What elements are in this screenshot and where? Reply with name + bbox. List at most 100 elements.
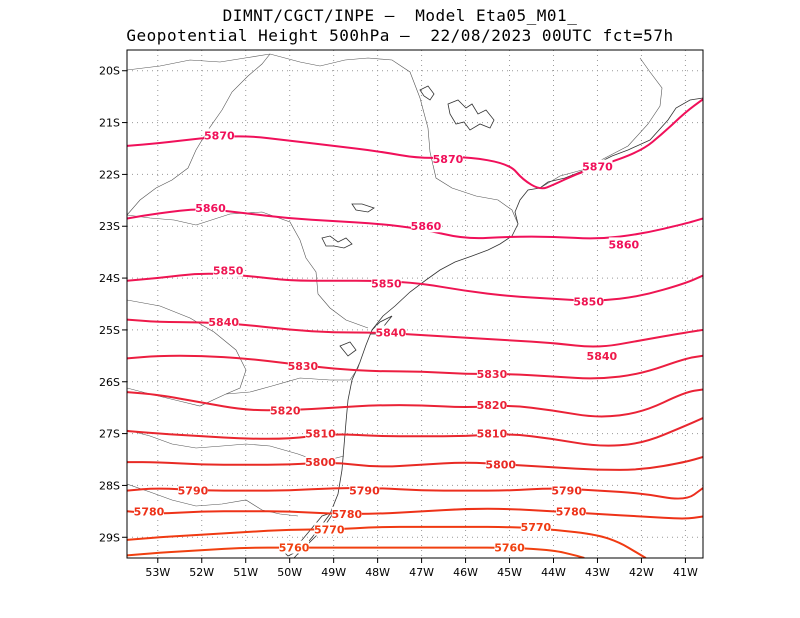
contour-5870 [127, 98, 703, 190]
contour-label-bg [375, 325, 406, 339]
contour-label-5830: 5830 [477, 368, 508, 381]
contour-label-bg [432, 151, 463, 165]
contour-label-5810: 5810 [477, 428, 508, 441]
contour-label-bg [177, 483, 208, 497]
x-tick-label: 41W [673, 566, 698, 579]
contour-label-bg [476, 366, 507, 380]
paranagua-bay [370, 315, 393, 335]
contour-label-bg [582, 159, 613, 173]
x-tick-label: 51W [233, 566, 258, 579]
contour-label-bg [305, 426, 336, 440]
x-tick-label: 45W [497, 566, 522, 579]
state-border-mg-sp [127, 53, 519, 225]
x-tick-label: 42W [629, 566, 654, 579]
x-tick-label: 43W [585, 566, 610, 579]
contour-label-bg [551, 483, 582, 497]
contour-label-5790: 5790 [349, 485, 380, 498]
contour-label-5790: 5790 [178, 485, 209, 498]
x-tick-label: 52W [189, 566, 214, 579]
contour-label-5760: 5760 [279, 542, 310, 555]
coastline-and-borders [127, 53, 703, 558]
contour-label-bg [213, 263, 244, 277]
reservoir-tiete [351, 203, 375, 213]
contour-label-bg [133, 504, 164, 518]
contour-label-bg [410, 219, 441, 233]
contour-label-bg [204, 128, 235, 142]
contour-label-5840: 5840 [208, 316, 239, 329]
y-tick-label: 26S [99, 376, 120, 389]
contour-5820 [127, 388, 703, 418]
x-tick-label: 53W [145, 566, 170, 579]
contour-label-bg [314, 522, 345, 536]
contour-label-bg [305, 455, 336, 469]
coastline [293, 97, 703, 558]
contour-label-bg [556, 504, 587, 518]
contour-label-5850: 5850 [573, 295, 604, 308]
contour-label-bg [573, 294, 604, 308]
contour-label-bg [279, 540, 310, 554]
x-tick-label: 48W [365, 566, 390, 579]
contour-label-5780: 5780 [134, 505, 165, 518]
contour-label-bg [476, 426, 507, 440]
contour-label-bg [270, 403, 301, 417]
country-border-argentina [127, 387, 227, 407]
contour-5760 [127, 546, 585, 558]
contour-label-5870: 5870 [582, 161, 613, 174]
contour-label-bg [520, 519, 551, 533]
y-tick-label: 28S [99, 479, 120, 492]
contour-label-5860: 5860 [609, 238, 640, 251]
state-border-sp-ms [127, 53, 271, 216]
contour-label-5800: 5800 [485, 459, 516, 472]
contour-label-bg [608, 237, 639, 251]
contour-label-5800: 5800 [305, 456, 336, 469]
contour-label-bg [485, 457, 516, 471]
y-tick-label: 25S [99, 324, 120, 337]
contour-label-5870: 5870 [433, 153, 464, 166]
contour-label-bg [287, 359, 318, 373]
contour-label-5850: 5850 [371, 277, 402, 290]
contour-label-bg [195, 201, 226, 215]
reservoir-furnas [447, 99, 495, 131]
contour-label-5780: 5780 [332, 508, 363, 521]
state-border-mg-rj [539, 57, 663, 189]
reservoir-iguacu [339, 341, 357, 357]
country-border-paraguay [127, 299, 247, 395]
contour-label-bg [208, 315, 239, 329]
contour-label-bg [331, 506, 362, 520]
y-tick-label: 20S [99, 65, 120, 78]
contour-label-5810: 5810 [305, 428, 336, 441]
contour-label-5870: 5870 [204, 130, 235, 143]
y-tick-label: 29S [99, 531, 120, 544]
x-tick-label: 47W [409, 566, 434, 579]
contour-label-5790: 5790 [551, 485, 582, 498]
contour-label-5840: 5840 [376, 327, 407, 340]
contour-label-bg [586, 348, 617, 362]
contour-5790 [127, 486, 703, 500]
country-border-uruguay [127, 483, 299, 517]
contour-5770 [127, 525, 647, 558]
contour-label-5820: 5820 [477, 399, 508, 412]
contour-label-5780: 5780 [556, 505, 587, 518]
contour-label-5770: 5770 [314, 523, 345, 536]
contour-label-5860: 5860 [411, 220, 442, 233]
contour-label-5840: 5840 [587, 350, 618, 363]
state-border-sp-pr [195, 211, 369, 329]
contour-5800 [127, 455, 703, 471]
contour-5830 [127, 354, 703, 380]
y-tick-label: 23S [99, 220, 120, 233]
contour-labels: 5870 5870 5870 5860 5860 5860 5850 5850 5850 5840… [133, 128, 640, 555]
x-tick-label: 50W [277, 566, 302, 579]
y-tick-label: 24S [99, 272, 120, 285]
contour-label-bg [349, 483, 380, 497]
plot-frame [126, 49, 704, 559]
x-tick-label: 49W [321, 566, 346, 579]
contour-label-5830: 5830 [288, 360, 319, 373]
contour-5810 [127, 417, 703, 447]
contour-label-5760: 5760 [494, 542, 525, 555]
gridlines [127, 50, 703, 558]
contour-5850 [127, 272, 703, 302]
reservoir-jurumirim [321, 235, 353, 249]
y-tick-label: 21S [99, 117, 120, 130]
x-tick-label: 44W [541, 566, 566, 579]
